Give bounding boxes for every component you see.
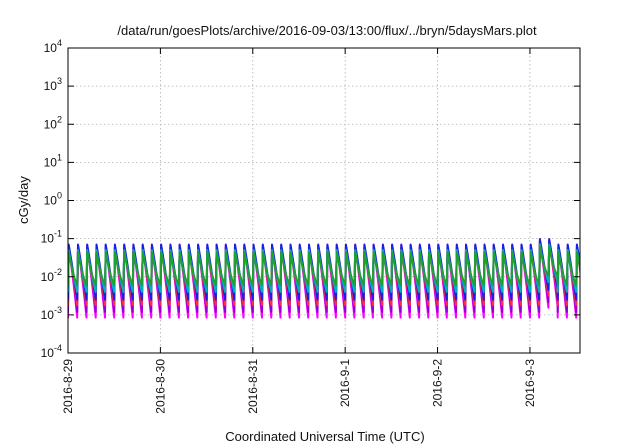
y-tick-label: 103 [44, 76, 62, 93]
y-tick-label: 102 [44, 114, 62, 131]
x-axis-label: Coordinated Universal Time (UTC) [225, 429, 424, 444]
y-tick-label: 104 [44, 38, 62, 55]
y-tick-label: 10-1 [41, 229, 62, 246]
y-tick-label: 100 [44, 191, 62, 208]
y-axis-label: cGy/day [16, 176, 31, 224]
y-tick-label: 10-4 [41, 343, 62, 360]
chart-title: /data/run/goesPlots/archive/2016-09-03/1… [117, 23, 537, 38]
series-line [68, 245, 580, 287]
x-tick-label: 2016-9-1 [338, 359, 352, 407]
x-tick-label: 2016-8-30 [153, 359, 167, 414]
x-tick-label: 2016-8-29 [61, 359, 75, 414]
y-tick-label: 10-3 [41, 305, 62, 322]
y-tick-label: 10-2 [41, 267, 62, 284]
y-tick-label: 101 [44, 152, 62, 169]
y-axis-ticks: 10-4 10-3 10-2 10-1 100 101 102 103 104 [41, 38, 580, 360]
x-tick-label: 2016-9-3 [523, 359, 537, 407]
x-tick-label: 2016-9-2 [431, 359, 445, 407]
x-tick-label: 2016-8-31 [246, 359, 260, 414]
data-series [68, 238, 580, 319]
x-axis-ticks: 2016-8-29 2016-8-30 2016-8-31 2016-9-1 2016-… [61, 48, 537, 414]
